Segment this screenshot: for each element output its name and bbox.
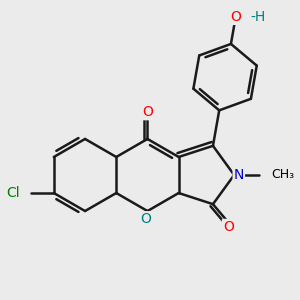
Text: -H: -H [251, 10, 266, 24]
Text: O: O [142, 105, 153, 119]
Text: Cl: Cl [7, 186, 20, 200]
Text: O: O [140, 212, 151, 226]
Text: CH₃: CH₃ [271, 169, 295, 182]
Text: N: N [234, 168, 244, 182]
Text: O: O [230, 10, 241, 24]
Text: O: O [223, 220, 234, 234]
